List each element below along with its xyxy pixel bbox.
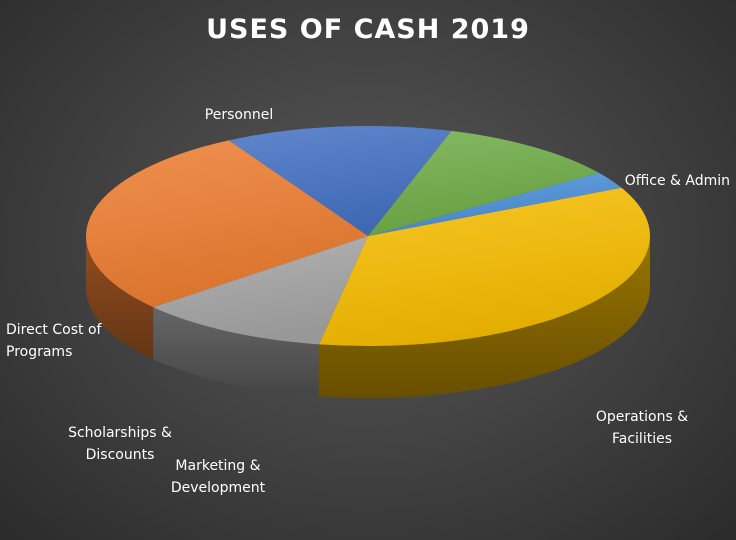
pie-slice-direct-cost-of	[228, 125, 452, 236]
pie-slice-scholarships	[368, 130, 600, 236]
pie-slice-marketing	[368, 172, 622, 236]
pie-slice-office-admin	[153, 236, 368, 345]
label-marketing-development: Marketing & Development	[170, 458, 266, 496]
pie-slice-personnel	[85, 140, 369, 308]
chart-title: USES OF CASH 2019	[206, 14, 530, 45]
label-personnel: Personnel	[204, 107, 274, 123]
label-operations-facilities: Operations & Facilities	[595, 409, 689, 447]
label-direct-cost-of-programs: Direct Cost of Programs	[6, 322, 102, 360]
label-office-admin: Office & Admin	[624, 173, 730, 189]
pie-slice-operations	[319, 187, 651, 347]
label-scholarships-discounts: Scholarships & Discounts	[68, 425, 172, 463]
pie-side-operations	[319, 236, 650, 398]
pie-side-office-admin	[153, 307, 320, 397]
pie-side-personnel	[86, 236, 154, 360]
